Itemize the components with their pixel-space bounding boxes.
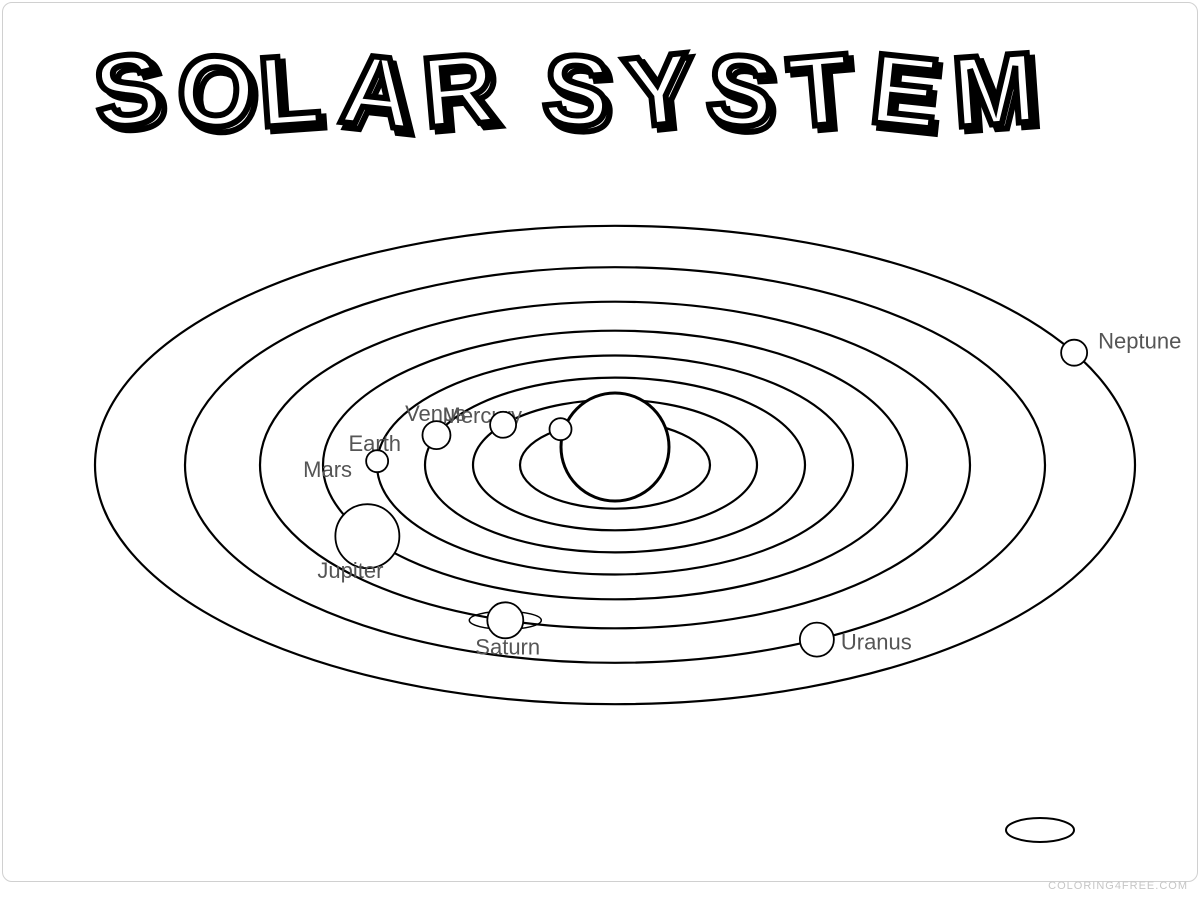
solar-system-diagram: MercuryVenusEarthMarsJupiterSaturnUranus… bbox=[0, 0, 1200, 900]
planet-label-uranus: Uranus bbox=[841, 630, 912, 655]
planet-label-jupiter: Jupiter bbox=[317, 558, 383, 583]
planet-label-mars: Mars bbox=[303, 457, 352, 482]
orbit-svg: MercuryVenusEarthMarsJupiterSaturnUranus… bbox=[0, 0, 1200, 900]
planet-label-saturn: Saturn bbox=[475, 634, 540, 659]
planet-label-neptune: Neptune bbox=[1098, 329, 1181, 354]
watermark-text: COLORING4FREE.COM bbox=[1048, 880, 1188, 892]
